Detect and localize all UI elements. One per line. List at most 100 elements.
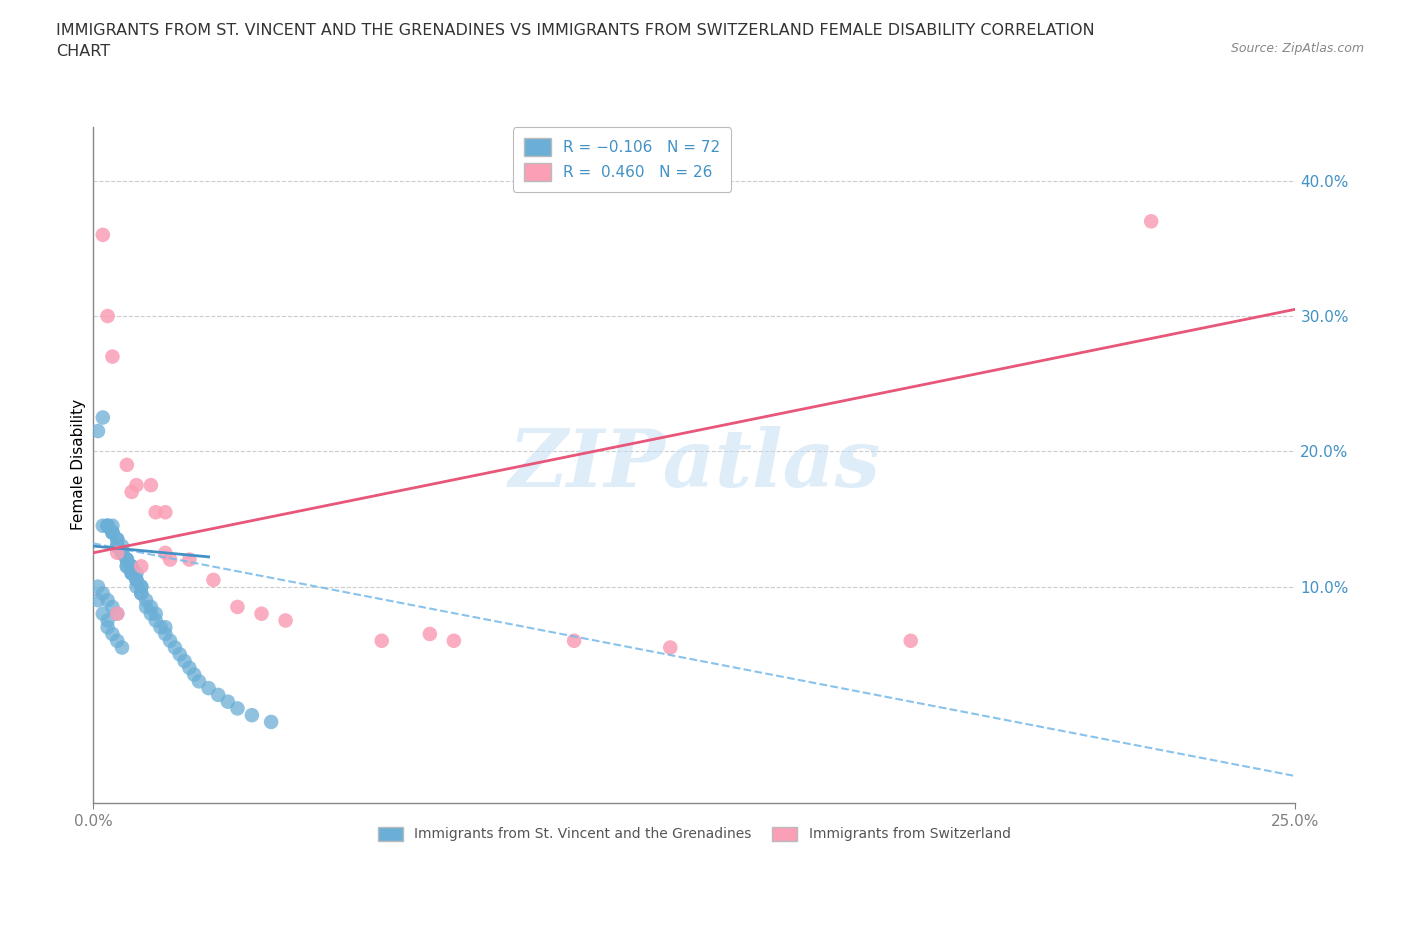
Point [900,633,922,648]
Point [105,633,128,648]
Point [111,545,134,560]
Point [111,545,134,560]
Point [121,565,143,580]
Point [105,538,128,553]
Point [105,545,128,560]
Point [105,532,128,547]
Point [145,613,167,628]
Point [115,559,138,574]
Text: ZIPatlas: ZIPatlas [508,426,880,504]
Point [87,423,110,438]
Point [145,505,167,520]
Point [1140,214,1163,229]
Point [149,619,172,634]
Point [125,565,148,580]
Text: IMMIGRANTS FROM ST. VINCENT AND THE GRENADINES VS IMMIGRANTS FROM SWITZERLAND FE: IMMIGRANTS FROM ST. VINCENT AND THE GREN… [56,23,1095,60]
Point [173,654,195,669]
Point [155,619,177,634]
Point [101,600,124,615]
Point [188,674,211,689]
Point [135,600,157,615]
Point [121,559,143,574]
Point [87,592,110,607]
Point [419,627,441,642]
Point [97,613,120,628]
Point [226,600,249,615]
Point [91,606,114,621]
Point [97,309,120,324]
Point [105,538,128,553]
Point [163,640,186,655]
Point [115,552,138,567]
Point [125,478,148,493]
Point [274,613,297,628]
Point [101,349,124,364]
Point [97,619,120,634]
Point [179,660,201,675]
Point [91,586,114,601]
Point [101,525,124,540]
Point [115,559,138,574]
Point [139,606,162,621]
Point [97,518,120,533]
Point [183,667,205,682]
Point [129,579,152,594]
Point [111,538,134,553]
Point [125,579,148,594]
Legend: Immigrants from St. Vincent and the Grenadines, Immigrants from Switzerland: Immigrants from St. Vincent and the Gren… [373,821,1017,847]
Point [105,538,128,553]
Point [125,573,148,588]
Point [217,694,239,709]
Point [129,579,152,594]
Point [145,606,167,621]
Point [371,633,394,648]
Point [121,565,143,580]
Point [111,545,134,560]
Point [105,532,128,547]
Point [91,410,114,425]
Point [139,478,162,493]
Point [111,545,134,560]
Point [87,579,110,594]
Point [91,228,114,243]
Point [97,518,120,533]
Point [155,505,177,520]
Point [129,586,152,601]
Point [101,525,124,540]
Point [155,627,177,642]
Point [101,525,124,540]
Point [121,559,143,574]
Point [115,552,138,567]
Point [240,708,263,723]
Point [121,565,143,580]
Point [250,606,273,621]
Point [121,485,143,499]
Point [659,640,682,655]
Point [169,647,191,662]
Point [115,552,138,567]
Point [97,518,120,533]
Point [125,573,148,588]
Point [91,518,114,533]
Point [129,559,152,574]
Point [101,627,124,642]
Point [159,633,181,648]
Point [179,552,201,567]
Point [226,701,249,716]
Point [139,600,162,615]
Point [129,586,152,601]
Point [105,606,128,621]
Y-axis label: Female Disability: Female Disability [72,399,86,530]
Point [115,458,138,472]
Point [155,545,177,560]
Point [105,606,128,621]
Point [197,681,219,696]
Point [562,633,585,648]
Point [101,518,124,533]
Point [135,592,157,607]
Text: Source: ZipAtlas.com: Source: ZipAtlas.com [1230,42,1364,55]
Point [97,592,120,607]
Point [202,573,225,588]
Point [111,640,134,655]
Point [207,687,229,702]
